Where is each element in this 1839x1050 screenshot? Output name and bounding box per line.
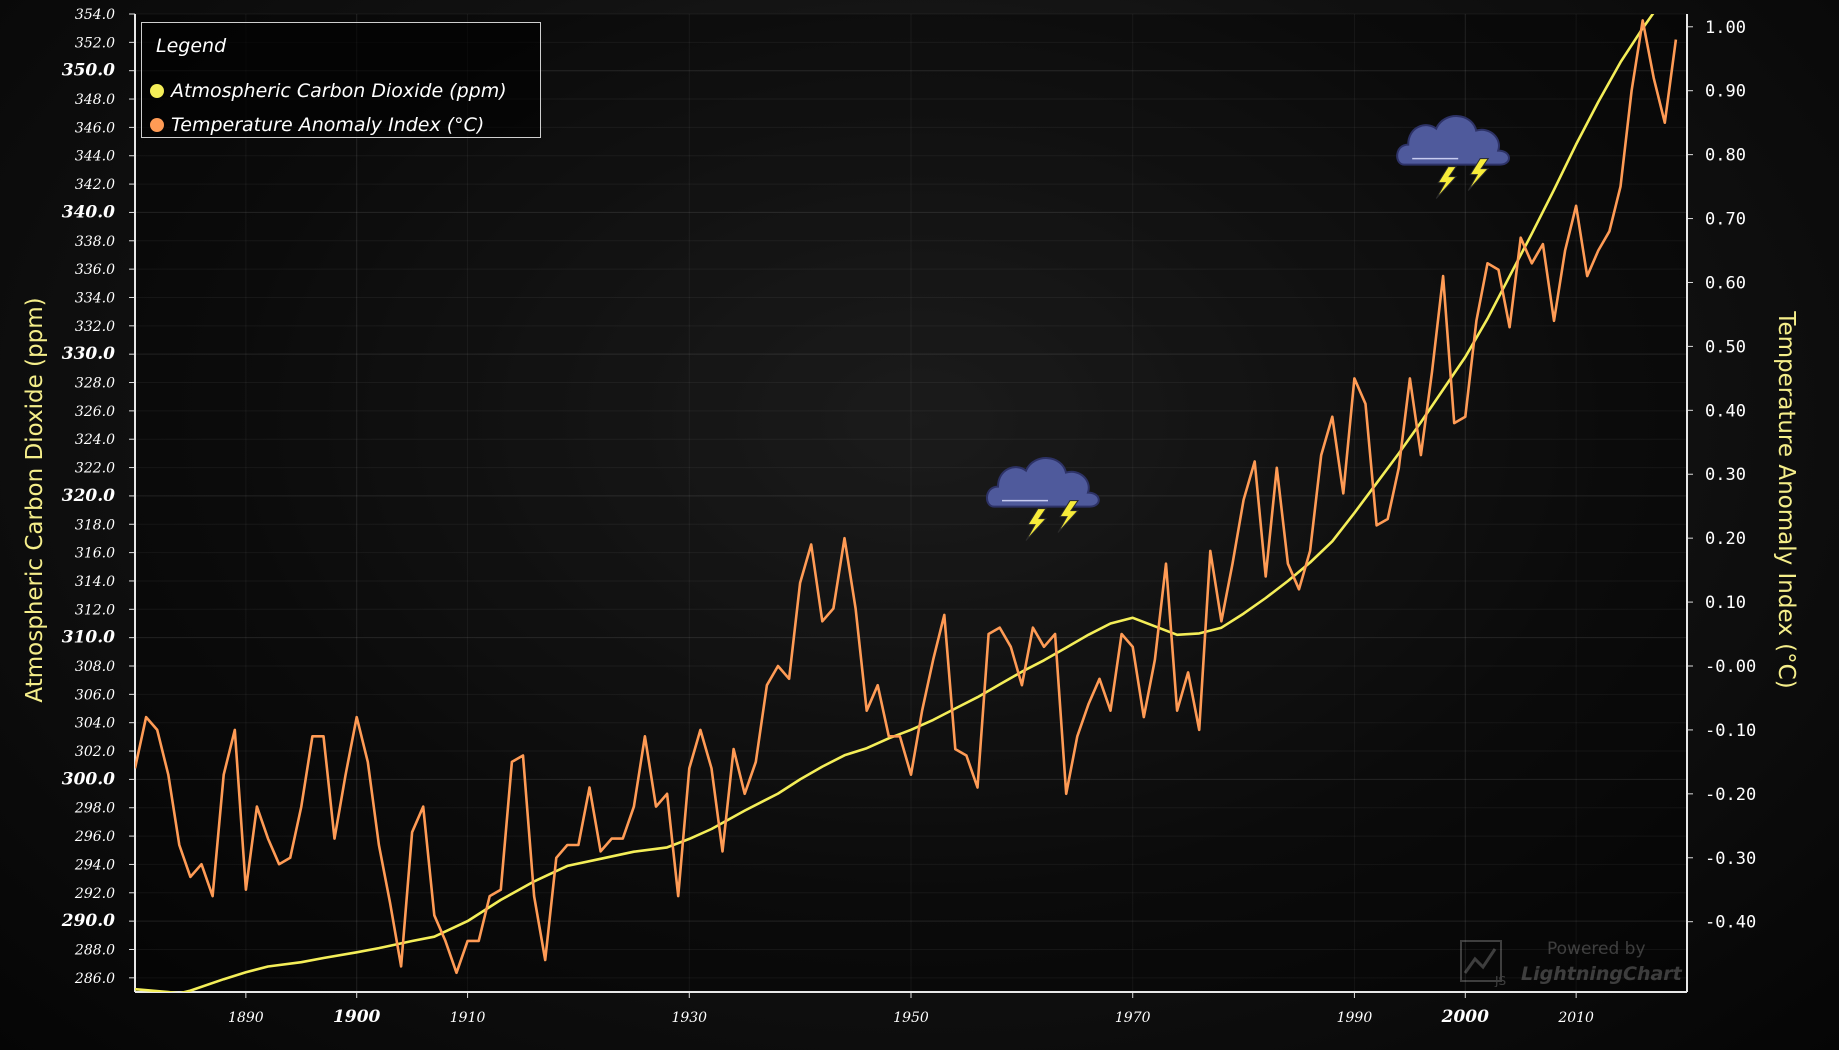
- right-tick-label: 0.50: [1705, 337, 1746, 357]
- left-tick-label: 296.0: [74, 829, 115, 845]
- left-tick-label: 328.0: [75, 376, 115, 392]
- right-tick-label: 0.60: [1705, 273, 1746, 293]
- right-tick-label: 0.70: [1705, 210, 1746, 230]
- left-tick-label: 354.0: [75, 7, 115, 23]
- x-tick-label: 1990: [1337, 1010, 1373, 1026]
- left-tick-label: 306.0: [75, 687, 115, 703]
- left-tick-label: 342.0: [75, 177, 115, 193]
- left-tick-label: 310.0: [62, 628, 115, 648]
- lightningchart-logo-icon: JS: [1460, 940, 1506, 987]
- plot-area: [135, 14, 1687, 992]
- left-tick-label: 330.0: [62, 344, 115, 364]
- left-tick-label: 292.0: [74, 886, 115, 902]
- right-tick-label: 1.00: [1705, 18, 1746, 38]
- left-tick-label: 352.0: [75, 35, 115, 51]
- left-tick-label: 348.0: [75, 92, 115, 108]
- right-tick-label: 0.10: [1705, 593, 1746, 613]
- left-tick-label: 304.0: [75, 716, 115, 732]
- axis-layer: 286.0 288.0 290.0 292.0 294.0 296.0 298.0 300.0…: [61, 7, 1756, 1027]
- left-tick-label: 350.0: [62, 61, 115, 81]
- left-tick-label: 294.0: [74, 857, 115, 873]
- watermark-powered-text: Powered by: [1547, 939, 1646, 959]
- logo-badge: JS: [1494, 974, 1506, 987]
- right-tick-label: -0.20: [1705, 785, 1756, 805]
- left-tick-label: 336.0: [75, 262, 115, 278]
- x-tick-label: 1890: [228, 1010, 264, 1026]
- left-tick-label: 298.0: [74, 801, 115, 817]
- left-tick-label: 338.0: [75, 234, 115, 250]
- x-tick-label: 1950: [893, 1010, 929, 1026]
- left-tick-label: 322.0: [75, 461, 115, 477]
- temperature-series-line: [135, 19, 1678, 975]
- right-tick-label: 0.80: [1705, 146, 1746, 166]
- left-tick-label: 320.0: [62, 486, 115, 506]
- legend-label-co2: Atmospheric Carbon Dioxide (ppm): [171, 80, 507, 102]
- left-tick-label: 344.0: [75, 149, 115, 165]
- legend-dot-temperature: [150, 118, 164, 132]
- annotation-layer: [986, 115, 1510, 541]
- x-tick-label: 1970: [1115, 1010, 1151, 1026]
- legend-dot-co2: [150, 84, 164, 98]
- watermark-brand-text: LightningChart: [1521, 963, 1682, 985]
- left-tick-label: 316.0: [75, 546, 115, 562]
- left-tick-label: 312.0: [75, 602, 115, 618]
- storm-cloud-icon: [1396, 115, 1510, 199]
- lightning-bolt: [1025, 508, 1048, 541]
- right-axis-title: Temperature Anomaly Index (°C): [1773, 310, 1799, 688]
- cloud-shape: [986, 457, 1100, 508]
- left-tick-label: 334.0: [75, 290, 115, 306]
- x-tick-label: 2000: [1441, 1007, 1489, 1027]
- x-tick-label: 1910: [450, 1010, 486, 1026]
- left-tick-label: 324.0: [75, 432, 115, 448]
- series-layer: [135, 14, 1678, 992]
- left-tick-label: 286.0: [74, 971, 115, 987]
- left-tick-label: 308.0: [75, 659, 115, 675]
- lightning-bolt: [1467, 158, 1490, 191]
- x-tick-label: 1930: [671, 1010, 707, 1026]
- legend-label-temperature: Temperature Anomaly Index (°C): [171, 114, 485, 136]
- lightning-bolt: [1435, 166, 1458, 199]
- left-tick-label: 332.0: [75, 319, 115, 335]
- right-tick-label: 0.30: [1705, 465, 1746, 485]
- x-tick-label: 2010: [1557, 1010, 1594, 1026]
- left-axis-title: Atmospheric Carbon Dioxide (ppm): [22, 297, 48, 702]
- right-tick-label: 0.90: [1705, 82, 1746, 102]
- left-tick-label: 326.0: [75, 404, 115, 420]
- storm-cloud-icon: [986, 457, 1100, 541]
- legend-title: Legend: [156, 35, 227, 57]
- right-tick-label: 0.40: [1705, 401, 1746, 421]
- right-tick-label: -0.40: [1705, 913, 1756, 933]
- watermark: JS Powered by LightningChart: [1455, 937, 1695, 989]
- cloud-shape: [1396, 115, 1510, 166]
- legend-item-temperature[interactable]: Temperature Anomaly Index (°C): [150, 114, 484, 136]
- left-tick-label: 346.0: [75, 120, 115, 136]
- left-tick-label: 314.0: [75, 574, 115, 590]
- right-tick-label: 0.20: [1705, 529, 1746, 549]
- x-tick-label: 1900: [333, 1007, 380, 1027]
- right-tick-label: -0.30: [1705, 849, 1756, 869]
- left-tick-label: 302.0: [75, 744, 115, 760]
- legend-item-co2[interactable]: Atmospheric Carbon Dioxide (ppm): [150, 80, 507, 102]
- right-tick-label: -0.10: [1705, 721, 1756, 741]
- left-tick-label: 288.0: [74, 942, 115, 958]
- left-tick-label: 340.0: [62, 202, 115, 222]
- lightning-bolt: [1057, 500, 1080, 533]
- left-tick-label: 300.0: [62, 769, 115, 789]
- legend: Legend Atmospheric Carbon Dioxide (ppm) …: [141, 22, 541, 138]
- grid-layer: [135, 13, 1687, 992]
- left-tick-label: 318.0: [75, 517, 115, 533]
- right-tick-label: -0.00: [1705, 657, 1756, 677]
- left-tick-label: 290.0: [61, 911, 115, 931]
